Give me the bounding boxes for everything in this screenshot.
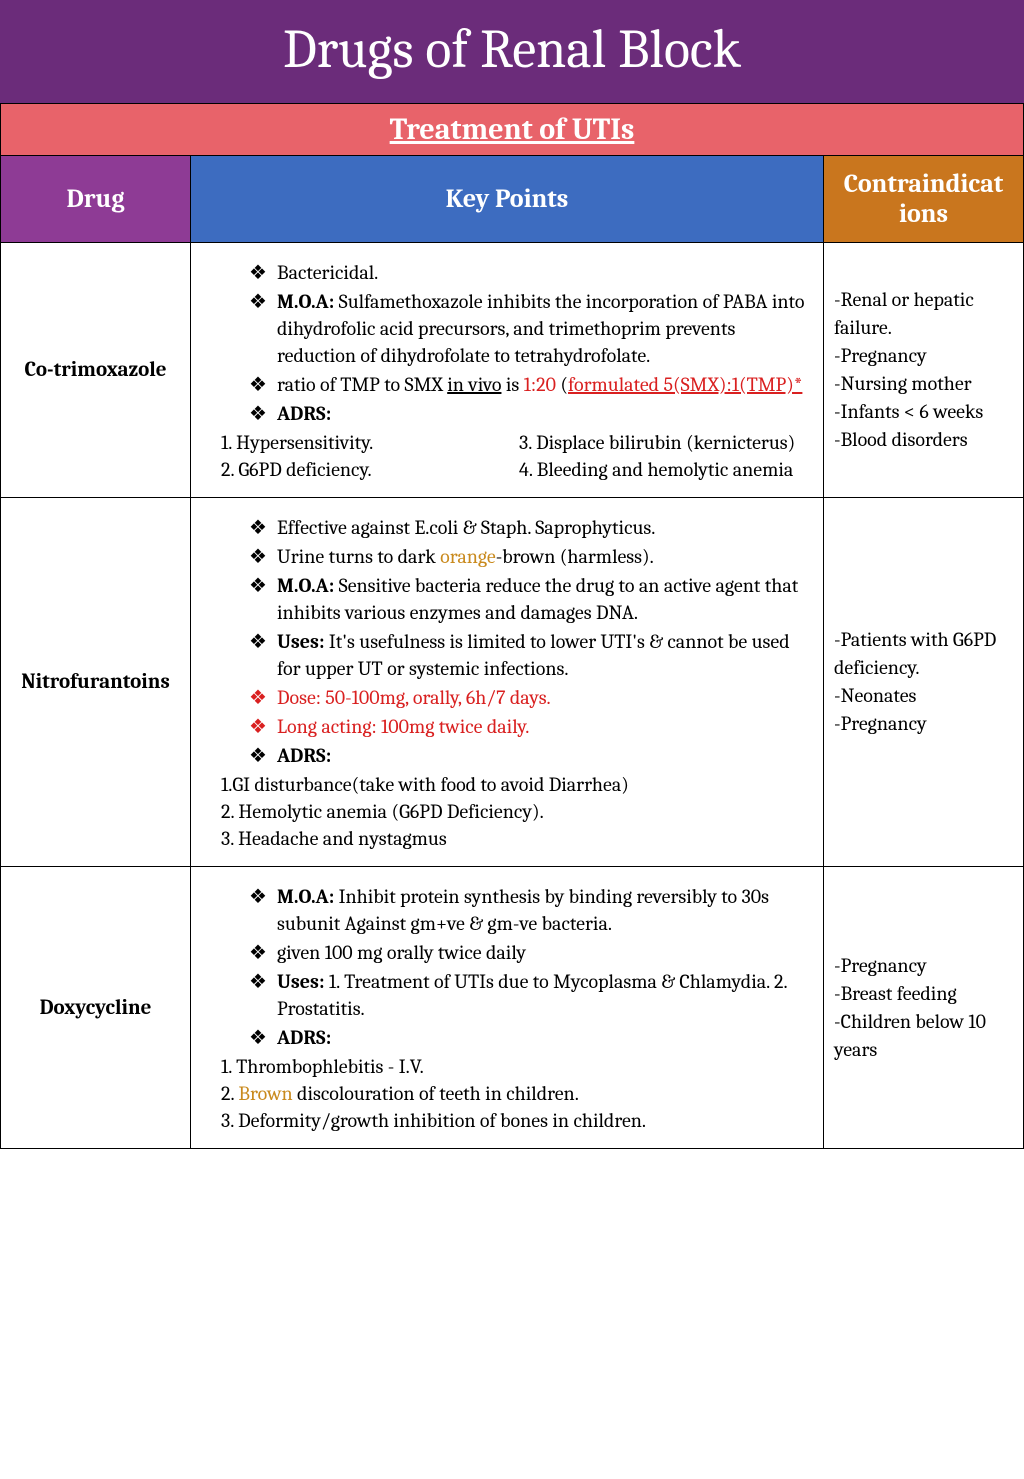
bullet-item: ADRS: [249,400,809,427]
adrs-line: 3. Displace bilirubin (kernicterus) [519,429,809,456]
contra-cell: -Patients with G6PD deficiency.-Neonates… [824,498,1024,867]
contra-line: -Blood disorders [834,426,1013,454]
drug-name-cell: Doxycycline [1,867,191,1149]
bullet-item: Urine turns to dark orange-brown (harmle… [249,543,809,570]
contra-line: -Nursing mother [834,370,1013,398]
adrs-line: 1. Thrombophlebitis - I.V. [221,1053,809,1080]
col-header-contra: Contraindicat ions [824,156,1024,243]
adrs-line: 2. Hemolytic anemia (G6PD Deficiency). [221,798,809,825]
table-row: Co-trimoxazoleBactericidal.M.O.A: Sulfam… [1,243,1024,498]
table-row: Doxycycline M.O.A: Inhibit protein synthe… [1,867,1024,1149]
contra-line: -Pregnancy [834,952,1013,980]
adrs-line: 4. Bleeding and hemolytic anemia [519,456,809,483]
keypoints-cell: M.O.A: Inhibit protein synthesis by bind… [191,867,824,1149]
bullet-item: Bactericidal. [249,259,809,286]
header-row: Drug Key Points Contraindicat ions [1,156,1024,243]
keypoints-cell: Effective against E.coli & Staph. Saprop… [191,498,824,867]
adrs-line: 2. G6PD deficiency. [221,456,511,483]
bullet-item: Dose: 50-100mg, orally, 6h/7 days. [249,684,809,711]
section-header: Treatment of UTIs [1,104,1024,156]
bullet-item: Uses: It's usefulness is limited to lowe… [249,628,809,682]
drug-name-cell: Co-trimoxazole [1,243,191,498]
col-header-key: Key Points [191,156,824,243]
adrs-line: 1.GI disturbance(take with food to avoid… [221,771,809,798]
bullet-item: Long acting: 100mg twice daily. [249,713,809,740]
contra-line: -Neonates [834,682,1013,710]
drug-name-cell: Nitrofurantoins [1,498,191,867]
bullet-item: M.O.A: Sensitive bacteria reduce the dru… [249,572,809,626]
contra-line: -Children below 10 years [834,1008,1013,1064]
contra-cell: -Pregnancy-Breast feeding-Children below… [824,867,1024,1149]
table-row: Nitrofurantoins Effective against E.coli … [1,498,1024,867]
keypoints-cell: Bactericidal.M.O.A: Sulfamethoxazole inh… [191,243,824,498]
bullet-item: ADRS: [249,1024,809,1051]
adrs-line: 3. Headache and nystagmus [221,825,809,852]
contra-line: -Renal or hepatic failure. [834,286,1013,342]
bullet-item: M.O.A: Inhibit protein synthesis by bind… [249,883,809,937]
bullet-item: Uses: 1. Treatment of UTIs due to Mycopl… [249,968,809,1022]
contra-line: -Breast feeding [834,980,1013,1008]
adrs-line: 3. Deformity/growth inhibition of bones … [221,1107,809,1134]
bullet-item: M.O.A: Sulfamethoxazole inhibits the inc… [249,288,809,369]
drug-table: Treatment of UTIs Drug Key Points Contra… [0,103,1024,1149]
adrs-line: 1. Hypersensitivity. [221,429,511,456]
contra-line: -Pregnancy [834,710,1013,738]
col-header-drug: Drug [1,156,191,243]
bullet-list: Bactericidal.M.O.A: Sulfamethoxazole inh… [201,259,809,427]
contra-line: -Infants < 6 weeks [834,398,1013,426]
bullet-list: M.O.A: Inhibit protein synthesis by bind… [201,883,809,1051]
adrs-list: 1.GI disturbance(take with food to avoid… [201,771,809,852]
bullet-item: ADRS: [249,742,809,769]
contra-line: -Patients with G6PD deficiency. [834,626,1013,682]
adrs-two-col: 1. Hypersensitivity.2. G6PD deficiency. 3… [201,429,809,483]
adrs-line: 2. Brown discolouration of teeth in chil… [221,1080,809,1107]
bullet-item: ratio of TMP to SMX in vivo is 1:20 (for… [249,371,809,398]
adrs-list: 1. Thrombophlebitis - I.V.2. Brown disco… [201,1053,809,1134]
bullet-item: given 100 mg orally twice daily [249,939,809,966]
bullet-item: Effective against E.coli & Staph. Saprop… [249,514,809,541]
bullet-list: Effective against E.coli & Staph. Saprop… [201,514,809,769]
contra-line: -Pregnancy [834,342,1013,370]
section-row: Treatment of UTIs [1,104,1024,156]
page-title: Drugs of Renal Block [0,0,1024,103]
contra-cell: -Renal or hepatic failure.-Pregnancy-Nur… [824,243,1024,498]
